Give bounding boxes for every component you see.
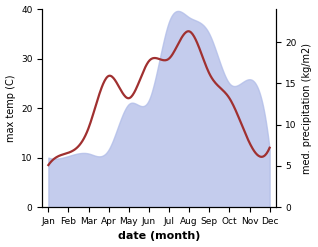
Y-axis label: med. precipitation (kg/m2): med. precipitation (kg/m2) — [302, 43, 313, 174]
X-axis label: date (month): date (month) — [118, 231, 200, 242]
Y-axis label: max temp (C): max temp (C) — [5, 74, 16, 142]
